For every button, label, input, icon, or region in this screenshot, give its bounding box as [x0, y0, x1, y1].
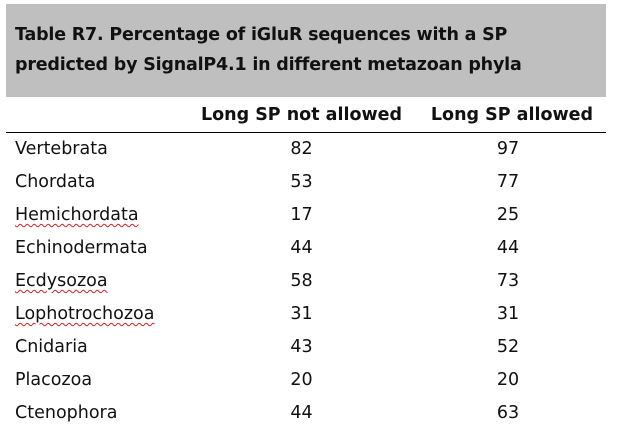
table-row: Echinodermata 44 44: [6, 232, 606, 265]
cell-not-allowed: 44: [290, 403, 313, 423]
row-label: Chordata: [15, 172, 96, 192]
cell-allowed: 63: [496, 403, 520, 423]
caption-line-1: Table R7. Percentage of iGluR sequences …: [15, 25, 508, 45]
column-header-long-sp-allowed: Long SP allowed: [430, 105, 594, 125]
table-header-row: Long SP not allowed Long SP allowed: [6, 97, 606, 133]
cell-allowed: 97: [496, 139, 520, 159]
row-label: Vertebrata: [15, 139, 108, 159]
row-label: Hemichordata: [15, 205, 139, 225]
table-row: Ecdysozoa 58 73: [6, 265, 606, 298]
cell-allowed: 77: [496, 172, 520, 192]
caption-line-2: predicted by SignalP4.1 in different met…: [15, 55, 522, 75]
table-body: Long SP not allowed Long SP allowed Vert…: [6, 97, 606, 430]
cell-allowed: 25: [496, 205, 520, 225]
row-label: Placozoa: [15, 370, 93, 390]
table-row: Vertebrata 82 97: [6, 133, 606, 166]
cell-allowed: 73: [496, 271, 520, 291]
cell-not-allowed: 53: [290, 172, 313, 192]
cell-not-allowed: 43: [290, 337, 313, 357]
table-row: Lophotrochozoa 31 31: [6, 298, 606, 331]
table-row: Ctenophora 44 63: [6, 397, 606, 430]
table-row: Hemichordata 17 25: [6, 199, 606, 232]
cell-not-allowed: 20: [290, 370, 313, 390]
cell-allowed: 44: [496, 238, 520, 258]
row-label: Echinodermata: [15, 238, 148, 258]
table-row: Chordata 53 77: [6, 166, 606, 199]
cell-allowed: 20: [496, 370, 520, 390]
cell-not-allowed: 44: [290, 238, 313, 258]
cell-allowed: 52: [496, 337, 520, 357]
row-label: Lophotrochozoa: [15, 304, 155, 324]
table-row: Cnidaria 43 52: [6, 331, 606, 364]
row-label: Ecdysozoa: [15, 271, 108, 291]
cell-not-allowed: 82: [290, 139, 313, 159]
cell-not-allowed: 17: [290, 205, 313, 225]
table-row: Placozoa 20 20: [6, 364, 606, 397]
row-label: Cnidaria: [15, 337, 88, 357]
data-table: Table R7. Percentage of iGluR sequences …: [6, 4, 606, 435]
cell-not-allowed: 58: [290, 271, 313, 291]
cell-not-allowed: 31: [290, 304, 313, 324]
row-label: Ctenophora: [15, 403, 118, 423]
column-header-long-sp-not-allowed: Long SP not allowed: [200, 105, 403, 125]
table-caption: Table R7. Percentage of iGluR sequences …: [6, 4, 606, 97]
cell-allowed: 31: [496, 304, 520, 324]
